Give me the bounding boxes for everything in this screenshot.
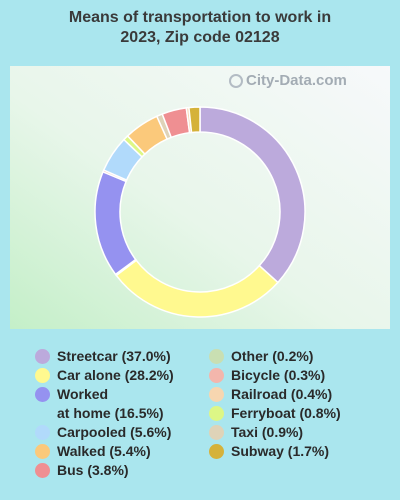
legend-swatch bbox=[209, 387, 224, 402]
legend-item: Car alone (28.2%) bbox=[35, 366, 174, 385]
slice-car-alone bbox=[115, 259, 279, 318]
legend-label: Streetcar (37.0%) bbox=[57, 348, 171, 364]
legend-item: Streetcar (37.0%) bbox=[35, 347, 174, 366]
legend-item: Bicycle (0.3%) bbox=[209, 366, 341, 385]
legend-swatch bbox=[209, 406, 224, 421]
legend-label: Car alone (28.2%) bbox=[57, 367, 174, 383]
legend-label: Worked bbox=[57, 386, 109, 402]
legend-swatch bbox=[35, 444, 50, 459]
legend-label: Bicycle (0.3%) bbox=[231, 367, 326, 383]
legend-item: Carpooled (5.6%) bbox=[35, 423, 174, 442]
legend-item: Bus (3.8%) bbox=[35, 461, 174, 480]
legend-item: Ferryboat (0.8%) bbox=[209, 404, 341, 423]
legend-item: Taxi (0.9%) bbox=[209, 423, 341, 442]
legend-label: Railroad (0.4%) bbox=[231, 386, 333, 402]
legend-label: Taxi (0.9%) bbox=[231, 424, 304, 440]
slice-worked-at-home bbox=[94, 170, 137, 276]
legend-item: Subway (1.7%) bbox=[209, 442, 341, 461]
legend-label: Ferryboat (0.8%) bbox=[231, 405, 341, 421]
slice-subway bbox=[188, 106, 201, 134]
legend-item: Worked at home (16.5%) bbox=[35, 385, 174, 423]
watermark-text: City-Data.com bbox=[246, 72, 347, 89]
legend-label: Other (0.2%) bbox=[231, 348, 314, 364]
legend-label: Bus (3.8%) bbox=[57, 462, 129, 478]
watermark: City-Data.com bbox=[229, 72, 347, 89]
magnifier-icon bbox=[229, 73, 243, 88]
legend-swatch bbox=[35, 368, 50, 383]
legend-swatch bbox=[35, 463, 50, 478]
legend-item: Other (0.2%) bbox=[209, 347, 341, 366]
legend-label: Carpooled (5.6%) bbox=[57, 424, 172, 440]
legend-label: at home (16.5%) bbox=[57, 405, 164, 421]
slice-streetcar bbox=[199, 106, 306, 284]
legend-swatch bbox=[209, 444, 224, 459]
legend-swatch bbox=[209, 349, 224, 364]
legend-swatch bbox=[209, 368, 224, 383]
chart-title: Means of transportation to work in 2023, … bbox=[68, 9, 332, 46]
legend-item: Railroad (0.4%) bbox=[209, 385, 341, 404]
legend-column-1: Streetcar (37.0%) Car alone (28.2%) Worked… bbox=[35, 347, 174, 480]
legend-column-2: Other (0.2%) Bicycle (0.3%) Railroad (0.4%… bbox=[209, 347, 341, 461]
legend-swatch bbox=[35, 387, 50, 402]
legend-swatch bbox=[209, 425, 224, 440]
legend-swatch bbox=[35, 349, 50, 364]
donut-chart bbox=[94, 106, 306, 318]
legend-label: Subway (1.7%) bbox=[231, 443, 330, 459]
legend-label: Walked (5.4%) bbox=[57, 443, 151, 459]
legend-swatch bbox=[35, 425, 50, 440]
legend-item: Walked (5.4%) bbox=[35, 442, 174, 461]
